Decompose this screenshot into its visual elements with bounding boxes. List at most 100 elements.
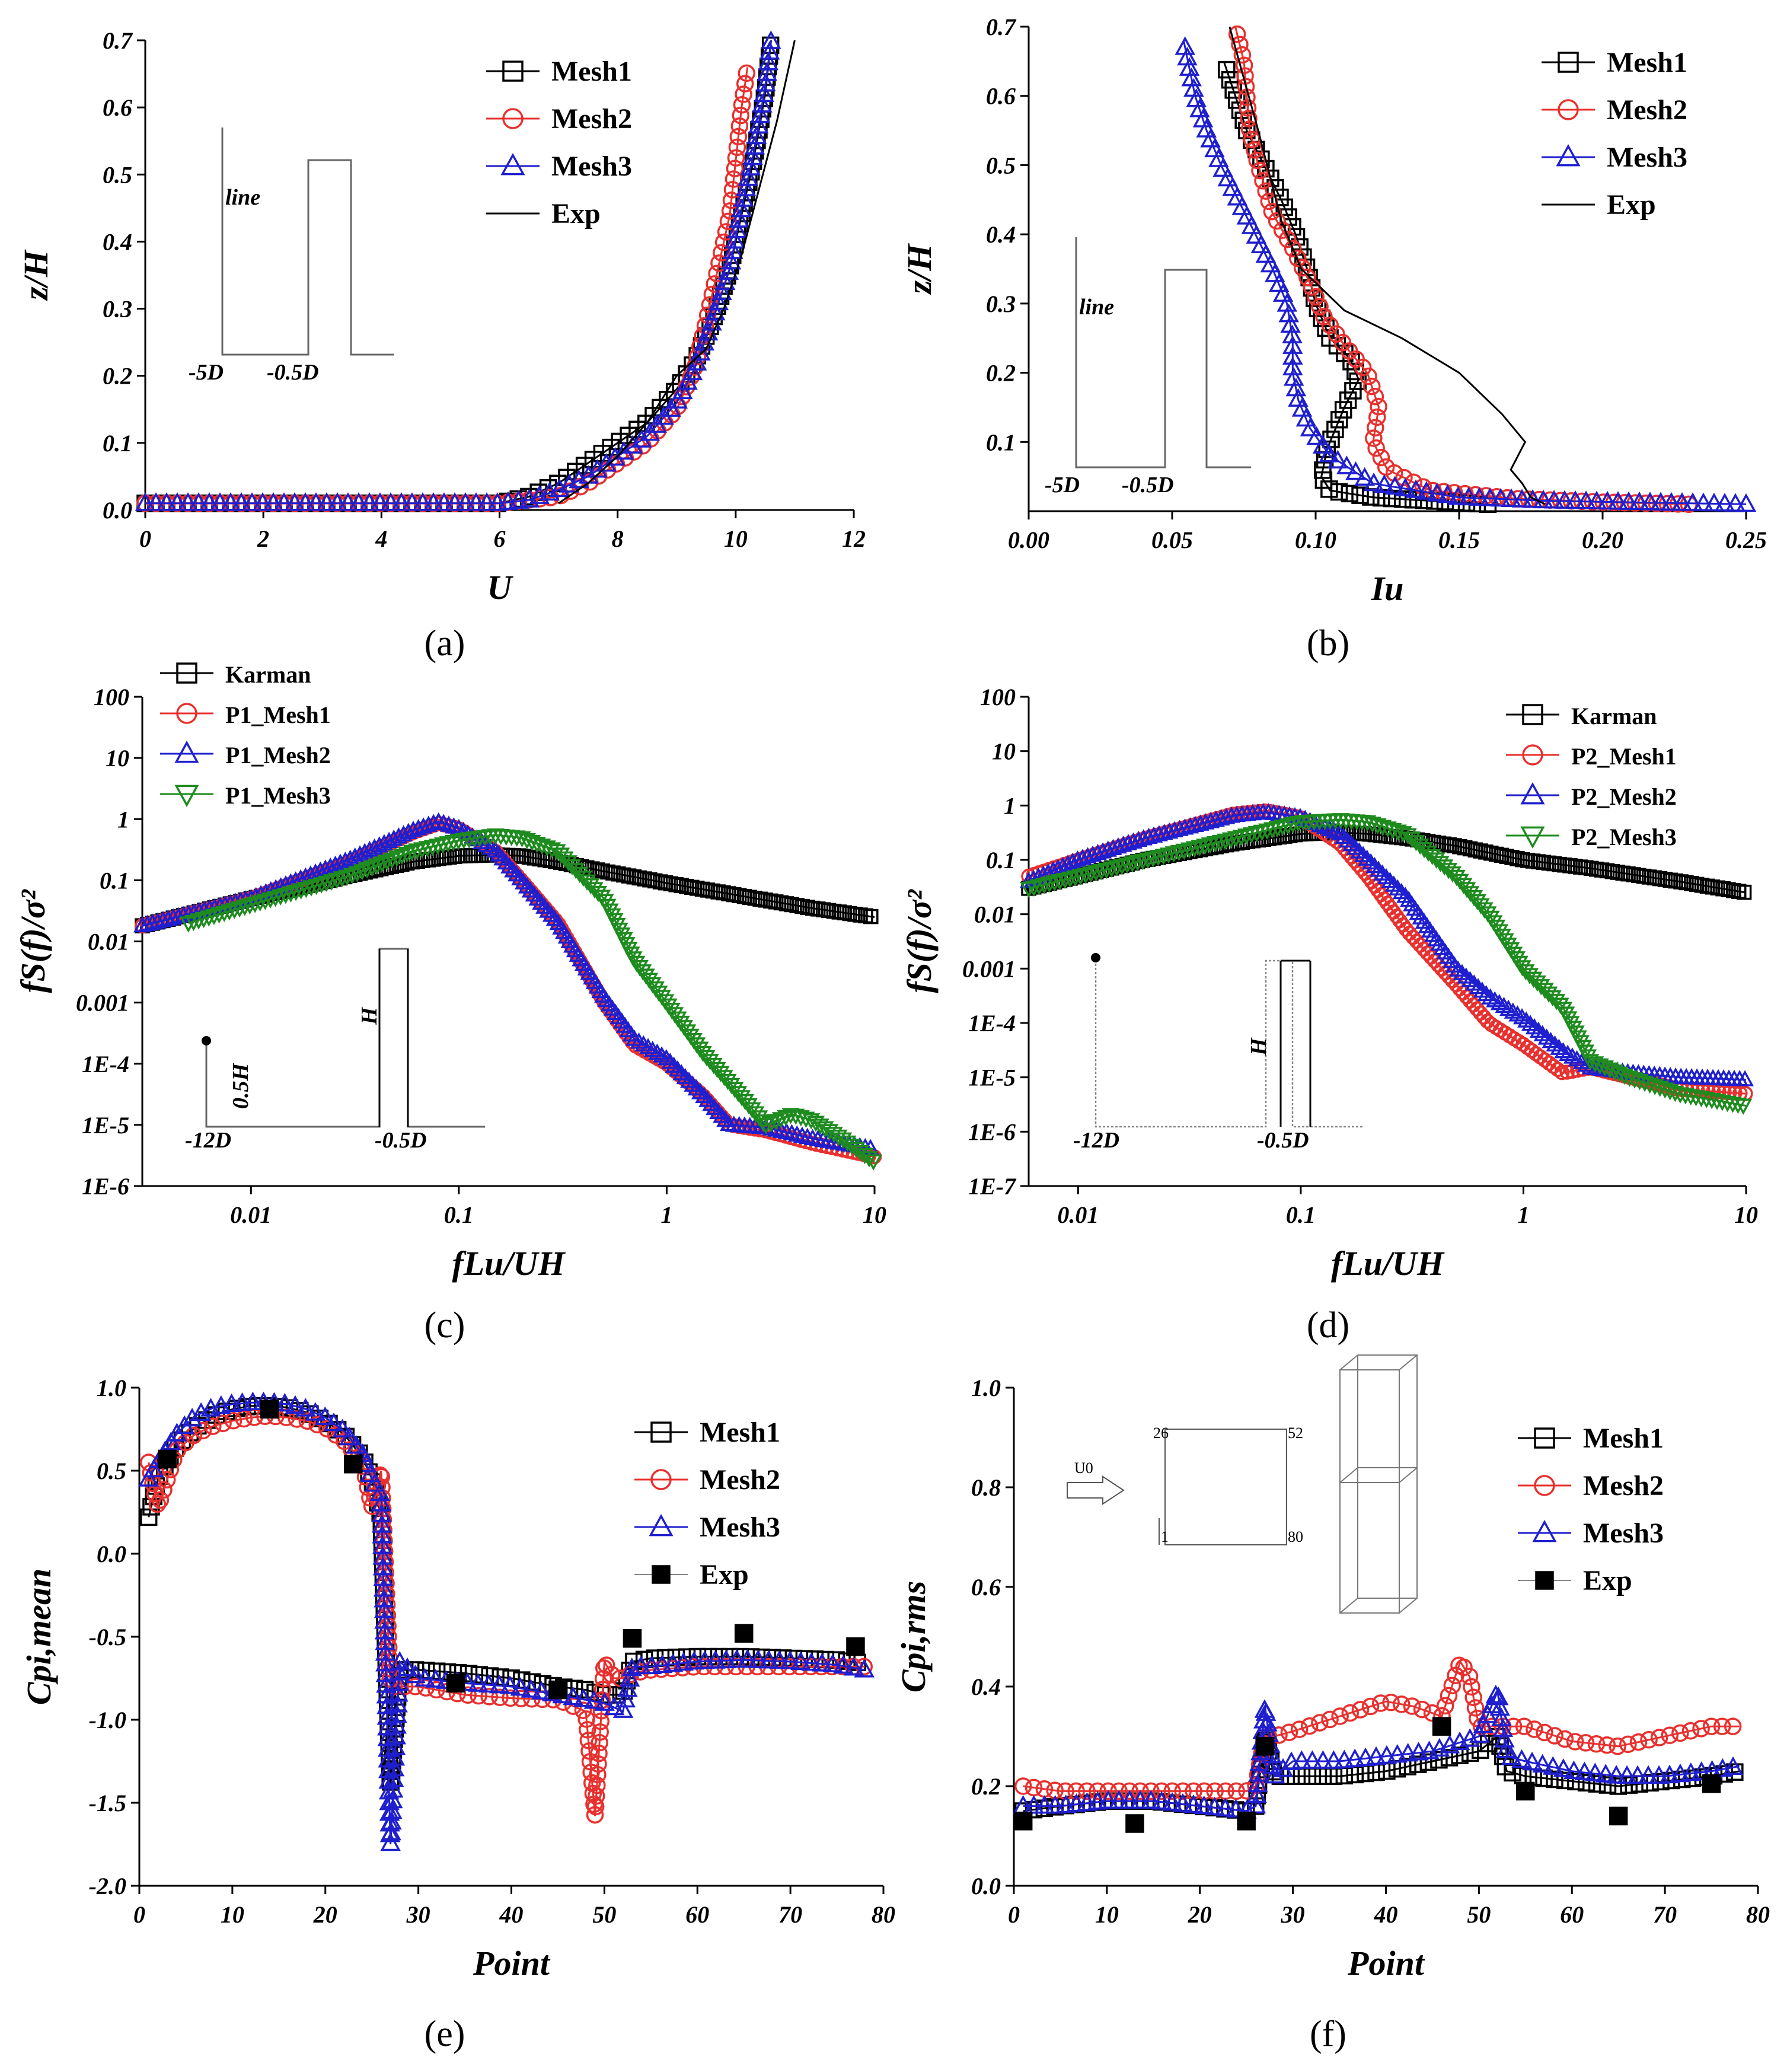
data-point <box>1371 1694 1390 1712</box>
data-point <box>1118 858 1137 874</box>
data-point <box>617 1678 638 1697</box>
data-point <box>1546 1727 1563 1745</box>
data-point <box>427 1662 446 1680</box>
y-tick-label: 1 <box>1004 792 1016 819</box>
y-tick-label: 0.4 <box>971 1673 1001 1700</box>
data-point <box>719 212 738 231</box>
data-point <box>725 229 746 249</box>
x-tick-label: 70 <box>1653 1901 1677 1928</box>
data-point <box>425 814 443 830</box>
data-point <box>143 913 162 930</box>
data-point <box>733 96 751 114</box>
inset-label: H <box>1246 1037 1271 1056</box>
data-point <box>1472 898 1490 915</box>
x-tick-label: 30 <box>406 1901 430 1928</box>
data-point <box>1248 1762 1269 1782</box>
x-tick-label: 10 <box>1734 1201 1758 1228</box>
data-point <box>1408 1742 1429 1761</box>
data-point <box>1067 1782 1085 1800</box>
x-tick-label: 60 <box>685 1901 709 1928</box>
legend-item: Mesh2 <box>634 1464 780 1496</box>
data-point <box>459 1665 478 1683</box>
data-point <box>729 1086 748 1102</box>
data-point <box>215 906 234 922</box>
data-point <box>589 1755 607 1773</box>
data-point <box>1311 1714 1329 1732</box>
data-point <box>1163 1782 1181 1800</box>
data-point <box>738 64 756 82</box>
series-p2-mesh3 <box>1019 813 1753 1115</box>
data-point <box>1588 1775 1606 1793</box>
data-point <box>374 1610 395 1629</box>
legend-item: Mesh3 <box>1542 142 1687 173</box>
data-point <box>378 1759 399 1778</box>
data-point <box>1282 346 1303 365</box>
data-point <box>1640 1731 1658 1749</box>
data-point <box>1212 158 1233 177</box>
data-point <box>518 877 537 894</box>
data-point <box>598 1656 615 1674</box>
x-tick-label: 0.01 <box>230 1201 272 1228</box>
data-point <box>708 1061 726 1079</box>
x-tick-label: 0.25 <box>1725 527 1767 553</box>
x-axis-label: fLu/UH <box>1331 1244 1445 1283</box>
series-line <box>1023 1659 1740 1792</box>
data-point <box>1384 823 1402 840</box>
data-point <box>378 1749 399 1768</box>
data-point <box>1099 1782 1117 1800</box>
legend: Karman P1_Mesh1 P1_Mesh2 P1_Mesh3 <box>160 661 331 809</box>
data-point <box>1066 1793 1087 1812</box>
inset-label: -0.5D <box>1122 473 1174 498</box>
data-point <box>480 1688 498 1706</box>
data-point <box>1314 461 1332 479</box>
y-tick-label: 100 <box>94 684 129 710</box>
data-point <box>525 885 543 902</box>
data-point <box>1176 818 1194 835</box>
data-point <box>1191 814 1210 831</box>
data-point <box>583 1690 605 1709</box>
data-point <box>1453 964 1471 980</box>
data-point <box>1618 491 1639 510</box>
legend-item: P1_Mesh3 <box>160 782 331 809</box>
data-point <box>302 880 321 897</box>
legend-label: Exp <box>1607 189 1656 221</box>
data-point <box>726 1082 744 1098</box>
data-point <box>1475 902 1494 919</box>
chart-panel-e: 0 10 20 30 40 50 60 70 80 -2.0 -1.5 -1.0 -0.5 0.0 0.5 1… <box>20 1375 895 2054</box>
y-tick-label: 1E-7 <box>968 1173 1017 1200</box>
data-point <box>589 885 607 903</box>
data-point <box>1045 875 1064 892</box>
data-point <box>746 1106 765 1123</box>
legend-item: Mesh1 <box>634 1417 780 1448</box>
data-point <box>761 30 781 49</box>
data-point <box>1258 823 1277 840</box>
data-point <box>726 160 744 177</box>
data-point <box>1077 1792 1097 1811</box>
data-point <box>1257 1713 1278 1732</box>
data-point <box>510 1677 531 1696</box>
data-point <box>1113 859 1131 875</box>
data-point <box>1185 841 1204 858</box>
data-point <box>1466 1699 1485 1717</box>
data-point <box>754 83 774 102</box>
data-point <box>1170 820 1189 836</box>
data-point <box>1735 1070 1754 1086</box>
series-mesh3 <box>138 1391 875 1851</box>
data-point <box>1061 871 1080 888</box>
y-tick-label: -1.5 <box>89 1790 126 1816</box>
data-point <box>439 836 457 853</box>
data-point <box>413 842 432 859</box>
data-point <box>698 1091 717 1107</box>
data-point <box>701 1054 719 1070</box>
data-point <box>552 847 570 864</box>
data-point <box>585 882 604 898</box>
legend-item: P2_Mesh3 <box>1506 824 1677 850</box>
data-point <box>521 881 540 898</box>
legend-marker <box>1532 1519 1557 1542</box>
data-point <box>231 492 252 511</box>
data-point <box>499 1675 521 1694</box>
data-point <box>1265 263 1285 282</box>
x-tick-label: 20 <box>1188 1901 1212 1928</box>
data-point <box>1271 189 1289 206</box>
